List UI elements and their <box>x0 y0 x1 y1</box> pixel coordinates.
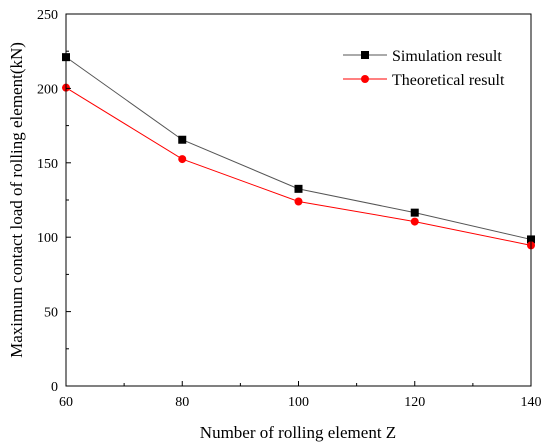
y-axis: 0 50 100 150 200 250 <box>37 8 71 395</box>
y-tick-label-150: 150 <box>37 157 58 172</box>
y-tick-label-200: 200 <box>37 82 58 97</box>
data-point-theoretical-result-100 <box>294 197 303 206</box>
y-tick-label-50: 50 <box>44 306 58 321</box>
legend: Simulation result Theoretical result <box>343 48 505 89</box>
data-point-theoretical-result-80 <box>178 155 187 164</box>
x-tick-label-80: 80 <box>175 395 189 410</box>
x-axis: 60 80 100 120 140 <box>59 381 542 410</box>
data-point-simulation-result-100 <box>294 184 303 193</box>
x-tick-label-140: 140 <box>521 395 542 410</box>
data-point-simulation-result-80 <box>178 135 187 144</box>
y-tick-label-250: 250 <box>37 8 58 23</box>
y-axis-title: Maximum contact load of rolling element(… <box>7 42 26 358</box>
legend-marker-theoretical <box>361 75 369 83</box>
x-tick-label-100: 100 <box>288 395 309 410</box>
y-tick-label-0: 0 <box>51 380 58 395</box>
y-tick-label-100: 100 <box>37 231 58 246</box>
legend-label-simulation: Simulation result <box>392 48 502 65</box>
x-tick-label-120: 120 <box>404 395 425 410</box>
x-axis-title: Number of rolling element Z <box>200 423 396 442</box>
data-point-simulation-result-120 <box>410 208 419 217</box>
data-point-theoretical-result-120 <box>410 217 419 226</box>
legend-label-theoretical: Theoretical result <box>392 72 505 89</box>
x-tick-label-60: 60 <box>59 395 73 410</box>
legend-marker-simulation <box>361 51 369 59</box>
series-line-theoretical-result <box>65 87 532 246</box>
